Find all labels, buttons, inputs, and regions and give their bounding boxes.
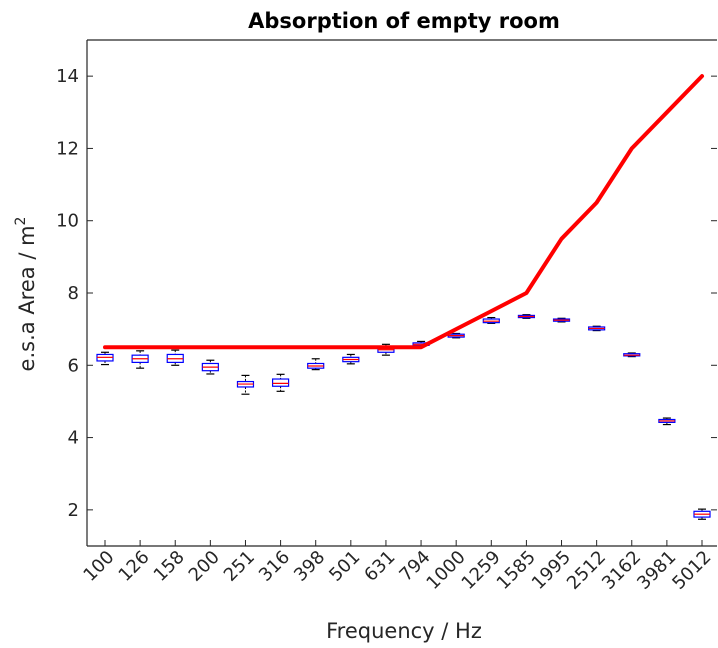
box (271, 378, 290, 387)
x-tick-label: 1585 (493, 547, 540, 594)
x-tick-label: 126 (115, 547, 154, 586)
y-axis-label-text: e.s.a Area / m (15, 225, 39, 371)
y-tick-label: 12 (56, 138, 79, 159)
box-plot (271, 373, 290, 392)
box-plot (623, 352, 641, 358)
box-plot (482, 316, 500, 324)
box-plot (693, 508, 711, 520)
chart-title: Absorption of empty room (248, 9, 560, 33)
box-plot (658, 417, 676, 426)
box-plot (131, 350, 149, 369)
plot-area (86, 39, 717, 547)
x-tick-label: 1000 (422, 547, 469, 594)
y-tick-label: 8 (68, 283, 79, 304)
box-plot (447, 332, 465, 339)
x-tick-label: 501 (325, 547, 364, 586)
x-tick-label: 316 (255, 547, 294, 586)
x-tick-label: 3162 (598, 547, 645, 594)
x-axis-ticks: 1001261582002513163985016317941000125915… (79, 540, 716, 594)
x-tick-label: 158 (150, 547, 189, 586)
y-tick-label: 10 (56, 211, 79, 232)
box-plot (552, 317, 571, 323)
x-tick-label: 1259 (458, 547, 505, 594)
x-axis-label: Frequency / Hz (326, 619, 482, 643)
box-plot (342, 353, 360, 365)
y-tick-label: 4 (68, 428, 79, 449)
box-plot (166, 349, 184, 366)
y-axis-label: e.s.a Area / m2 (13, 217, 39, 372)
x-tick-label: 3981 (633, 547, 680, 594)
box-plot (236, 374, 255, 395)
y-tick-label: 6 (68, 355, 79, 376)
y-axis-label-superscript: 2 (13, 217, 29, 226)
box-plot (96, 351, 114, 366)
box-plot (588, 325, 606, 332)
x-tick-label: 631 (360, 547, 399, 586)
y-tick-label: 2 (68, 500, 79, 521)
box-plot (517, 314, 536, 319)
x-tick-label: 251 (220, 547, 259, 586)
x-tick-label: 2512 (563, 547, 610, 594)
x-tick-label: 5012 (668, 547, 715, 594)
x-tick-label: 1995 (528, 547, 575, 594)
x-tick-label: 200 (185, 547, 224, 586)
y-tick-label: 14 (56, 66, 79, 87)
y-axis-ticks: 2 4 6 8 10 12 14 (56, 66, 717, 521)
box-plot (307, 358, 325, 371)
x-tick-label: 398 (290, 547, 329, 586)
x-tick-label: 100 (79, 547, 118, 586)
box-plot (201, 359, 219, 375)
series-line (103, 74, 704, 350)
